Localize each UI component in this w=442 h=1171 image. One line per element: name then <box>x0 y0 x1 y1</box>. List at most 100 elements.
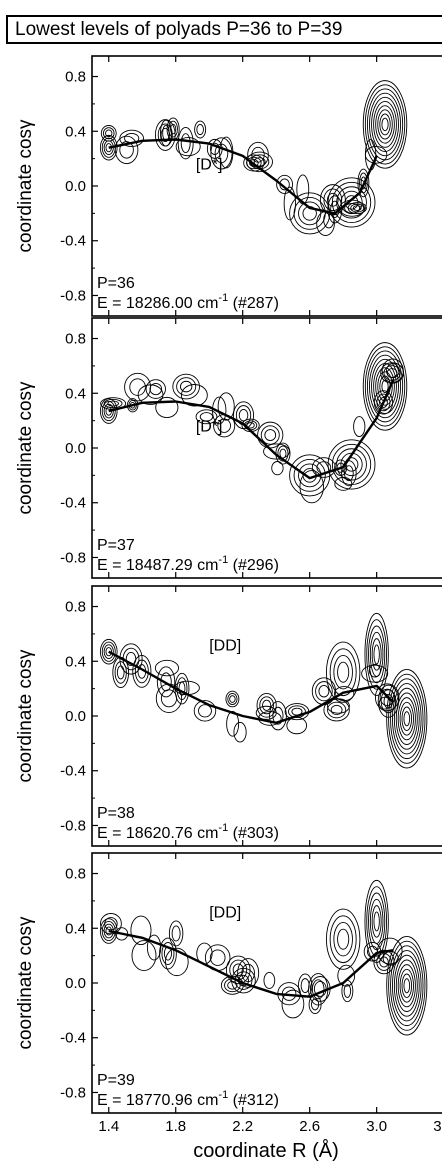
x-axis-label: coordinate R (Å) <box>193 1139 339 1162</box>
contour-line <box>103 398 123 409</box>
y-tick-label: -0.4 <box>60 233 86 250</box>
path-curve <box>108 138 378 215</box>
contour-line <box>311 979 325 1000</box>
contour-line <box>105 647 112 657</box>
y-tick-label: -0.4 <box>60 1030 86 1047</box>
contour-line <box>196 124 204 136</box>
contour-line <box>334 476 353 491</box>
contour-line <box>100 913 122 935</box>
contour-line <box>170 123 177 135</box>
contour-line <box>233 401 255 430</box>
contour-line <box>329 915 357 964</box>
contour-line <box>103 644 114 659</box>
contour-line <box>134 659 149 684</box>
contour-line <box>132 654 152 688</box>
contour-line <box>366 886 388 957</box>
contour-line <box>330 704 343 716</box>
y-tick-label: 0.4 <box>65 123 86 140</box>
energy-label: E = 18620.76 cm-1 (#303) <box>97 822 279 842</box>
contour-line <box>237 958 260 988</box>
contour-line <box>379 688 395 706</box>
contour-line <box>238 409 249 422</box>
contour-line <box>263 972 276 989</box>
contour-line <box>288 705 306 718</box>
contour-line <box>104 917 118 931</box>
contour-line <box>212 396 227 425</box>
contour-line <box>194 120 207 139</box>
contour-line <box>101 641 116 662</box>
path-label: [D*] <box>196 157 223 174</box>
polyad-label: P=37 <box>97 537 135 554</box>
contour-line <box>227 980 238 990</box>
contour-line <box>154 119 176 151</box>
contour-line <box>366 619 388 690</box>
contour-line <box>131 940 157 971</box>
y-tick-label: 0.4 <box>65 385 86 402</box>
y-axis-label: coordinate cosγ <box>15 649 36 783</box>
contour-line <box>334 686 355 702</box>
contour-line <box>299 470 324 504</box>
contour-line <box>403 711 411 727</box>
polyad-label: P=36 <box>97 275 135 292</box>
contour-line <box>385 363 400 379</box>
contour-line <box>377 937 403 965</box>
contour-line <box>391 950 422 1022</box>
contour-line <box>179 380 193 393</box>
contour-line <box>300 978 310 994</box>
contour-line <box>175 137 201 157</box>
contour-line <box>373 101 397 148</box>
contour-line <box>155 396 179 419</box>
contour-line <box>333 655 353 690</box>
x-tick-label: 3.4 <box>433 1118 442 1135</box>
contour-line <box>253 157 266 167</box>
y-tick-label: -0.8 <box>60 549 86 566</box>
contour-line <box>344 465 354 482</box>
contour-line <box>107 400 119 407</box>
contour-line <box>327 701 347 719</box>
contour-line <box>329 648 357 697</box>
contour-line <box>336 448 367 481</box>
contour-line <box>177 126 194 160</box>
contour-line <box>227 693 238 706</box>
y-axis-label: coordinate cosγ <box>15 916 36 1050</box>
y-tick-label: -0.4 <box>60 495 86 512</box>
contour-line <box>318 685 330 698</box>
contour-line <box>199 412 214 422</box>
y-tick-label: 0.8 <box>65 331 86 348</box>
energy-value: E = 18770.96 cm <box>97 1092 218 1109</box>
energy-unit-exponent: -1 <box>218 1089 228 1101</box>
contour-line <box>377 109 393 140</box>
contour-line <box>337 928 350 950</box>
path-label: [D*] <box>196 419 223 436</box>
contour-line <box>105 129 113 138</box>
contour-line <box>281 989 305 1019</box>
contour-line <box>168 120 178 138</box>
contour-line <box>276 174 294 194</box>
contour-line <box>353 416 366 438</box>
path-curve <box>108 650 395 724</box>
contour-line <box>195 409 218 425</box>
y-tick-label: 0.0 <box>65 975 86 992</box>
contour-line <box>251 146 265 163</box>
contour-line <box>99 134 118 161</box>
contour-line <box>271 461 284 476</box>
energy-value: E = 18620.76 cm <box>97 825 218 842</box>
energy-unit-exponent: -1 <box>218 554 228 566</box>
contour-line <box>101 920 116 942</box>
contour-line <box>391 683 422 755</box>
state-number: (#312) <box>228 1092 279 1109</box>
panel-3: 0.8 0.4 0.0 -0.4 -0.8 coordinate cosγ [DD] P=38… <box>15 585 442 847</box>
contour-line <box>198 704 212 718</box>
contour-line <box>234 971 253 990</box>
contour-line <box>262 699 272 711</box>
contour-line <box>376 393 391 412</box>
contour-line <box>337 661 350 683</box>
panel-2: 0.8 0.4 0.0 -0.4 -0.8 coordinate cosγ [D*] P=37… <box>15 317 442 579</box>
contour-line <box>381 117 389 132</box>
contour-line <box>333 922 353 957</box>
contour-line <box>388 673 426 764</box>
contour-line <box>393 954 420 1017</box>
contour-line <box>156 666 176 698</box>
energy-value: E = 18487.29 cm <box>97 557 218 574</box>
contour-line <box>364 145 388 164</box>
